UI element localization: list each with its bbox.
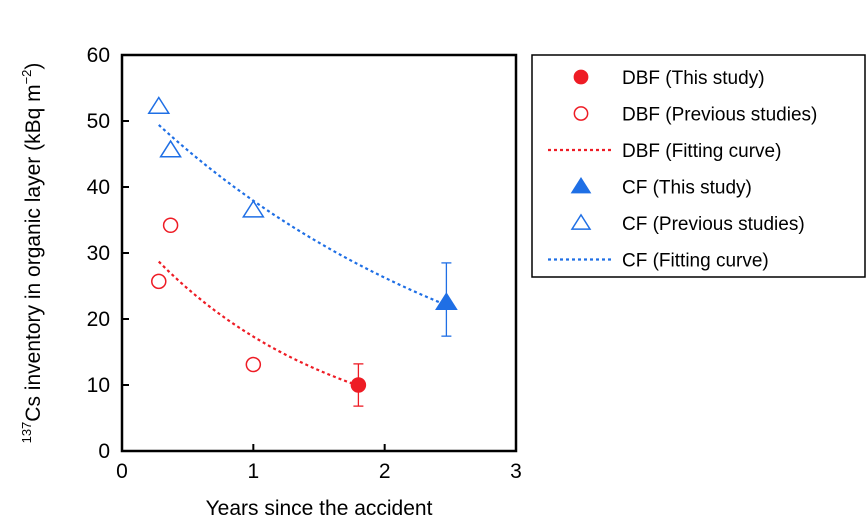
legend-dbf-this-label: DBF (This study) [622,68,765,89]
legend-cf-fit-label: CF (Fitting curve) [622,251,769,272]
legend-cf-prev-label: CF (Previous studies) [622,214,805,235]
legend-cf-prev-swatch [570,213,592,230]
y-tick-label: 0 [98,440,110,463]
y-tick-label: 10 [87,374,110,397]
legend-dbf-prev-label: DBF (Previous studies) [622,105,817,126]
dbf-this-point [350,377,367,393]
dbf-fit-curve [157,260,359,387]
legend-cf-this-swatch [570,177,592,194]
cf-prev-point [159,139,182,158]
dbf-prev-point [245,356,262,373]
cf-this-point [435,292,458,310]
y-axis-label-exponent: −2 [19,70,34,85]
y-axis-label-isotope: 137 [19,422,34,444]
dbf-prev-point [162,217,179,234]
legend-box [531,54,866,278]
y-tick-label: 40 [87,176,110,199]
y-axis-label-main: Cs inventory in organic layer (kBq m [22,84,45,421]
cf-prev-point [241,199,265,218]
cf-fit-curve [158,124,447,307]
y-tick-label: 30 [87,242,110,265]
cf-prev-point [147,96,171,114]
y-axis-label: 137Cs inventory in organic layer (kBq m−… [19,63,45,444]
y-axis-label-close: ) [22,63,45,70]
y-tick-label: 20 [87,308,110,331]
x-axis-label: Years since the accident [206,497,433,520]
x-axis-ticks: 0 1 2 3 [116,444,522,483]
y-axis-ticks: 0 10 20 30 40 50 60 [87,44,129,463]
x-tick-label: 2 [379,460,391,483]
x-tick-label: 1 [247,460,259,483]
y-tick-label: 50 [87,110,110,133]
legend-dbf-this-swatch [573,69,589,85]
legend-dbf-fit-label: DBF (Fitting curve) [622,141,781,162]
legend-dbf-prev-swatch [573,106,589,121]
legend-cf-this-label: CF (This study) [622,178,752,199]
dbf-prev-point [151,273,167,290]
plot-frame [120,53,518,453]
plot-area [147,96,458,407]
x-tick-label: 3 [510,460,522,483]
legend: DBF (This study) DBF (Previous studies) DB… [548,68,817,272]
x-tick-label: 0 [116,460,128,483]
y-tick-label: 60 [87,44,110,67]
